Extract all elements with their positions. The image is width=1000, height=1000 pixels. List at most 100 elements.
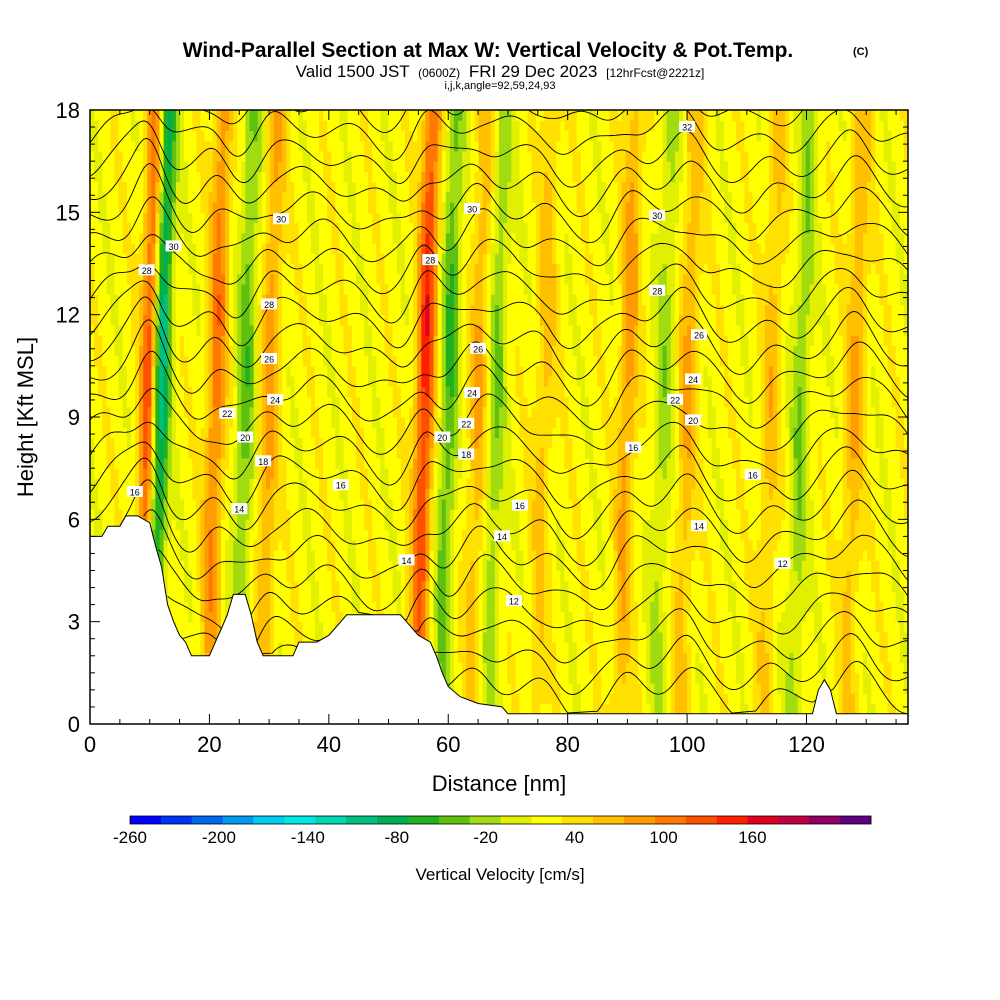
velocity-cell [184, 427, 189, 438]
velocity-cell [388, 140, 394, 152]
velocity-cell [90, 376, 95, 387]
velocity-cell [135, 386, 140, 398]
velocity-cell [114, 140, 120, 152]
velocity-cell [413, 376, 418, 387]
velocity-cell [110, 488, 116, 500]
velocity-cell [306, 171, 312, 183]
velocity-cell [351, 335, 357, 346]
velocity-cell [404, 478, 410, 490]
velocity-cell [184, 560, 189, 572]
velocity-cell [241, 468, 246, 479]
velocity-cell [372, 324, 377, 336]
velocity-cell [409, 130, 414, 142]
velocity-cell [110, 335, 116, 346]
velocity-cell [314, 509, 320, 520]
velocity-cell [286, 171, 291, 183]
velocity-cell [212, 386, 218, 398]
velocity-cell [118, 427, 124, 438]
velocity-cell [302, 365, 308, 377]
velocity-cell [225, 396, 230, 408]
velocity-cell [327, 529, 332, 541]
velocity-cell [359, 570, 365, 582]
velocity-cell [265, 150, 271, 162]
velocity-cell [380, 560, 386, 572]
velocity-cell [122, 140, 128, 152]
velocity-cell [159, 232, 165, 244]
velocity-cell [151, 253, 157, 265]
velocity-cell [351, 498, 357, 510]
velocity-cell [265, 212, 271, 224]
velocity-cell [351, 478, 357, 490]
velocity-cell [122, 478, 128, 490]
velocity-cell [233, 304, 238, 316]
velocity-cell [167, 324, 173, 336]
velocity-cell [388, 601, 394, 612]
velocity-cell [376, 294, 381, 305]
velocity-cell [159, 130, 165, 142]
velocity-cell [421, 621, 426, 633]
velocity-cell [404, 130, 410, 142]
velocity-cell [400, 457, 406, 469]
velocity-cell [339, 232, 345, 244]
velocity-cell [208, 314, 214, 326]
velocity-cell [216, 335, 222, 346]
velocity-cell [126, 294, 132, 305]
velocity-cell [278, 529, 283, 541]
velocity-cell [188, 468, 193, 479]
velocity-cell [98, 386, 103, 398]
velocity-cell [302, 120, 308, 131]
velocity-cell [253, 621, 259, 633]
velocity-cell [355, 140, 361, 152]
velocity-cell [404, 232, 410, 244]
velocity-cell [319, 140, 324, 152]
velocity-cell [139, 202, 144, 213]
velocity-cell [130, 355, 136, 367]
velocity-cell [359, 365, 365, 377]
velocity-cell [294, 396, 300, 408]
velocity-cell [294, 202, 300, 213]
velocity-cell [323, 181, 328, 193]
velocity-cell [245, 447, 251, 459]
velocity-cell [216, 171, 222, 183]
velocity-cell [241, 488, 246, 500]
velocity-cell [278, 140, 283, 152]
velocity-cell [331, 365, 336, 377]
velocity-cell [392, 509, 398, 520]
velocity-cell [220, 324, 226, 336]
velocity-cell [421, 427, 426, 438]
velocity-cell [392, 284, 398, 295]
velocity-cell [155, 427, 161, 438]
velocity-cell [180, 284, 185, 295]
velocity-cell [396, 345, 402, 357]
velocity-cell [323, 601, 328, 612]
chart-subtitle: Valid 1500 JST (0600Z) FRI 29 Dec 2023 [… [296, 62, 705, 81]
velocity-cell [323, 273, 328, 285]
velocity-cell [376, 601, 381, 612]
velocity-cell [314, 212, 320, 224]
velocity-cell [396, 110, 402, 121]
velocity-cell [347, 150, 353, 162]
velocity-cell [257, 222, 263, 234]
velocity-cell [98, 324, 103, 336]
velocity-cell [163, 498, 169, 510]
velocity-cell [135, 191, 140, 203]
velocity-cell [290, 498, 296, 510]
velocity-cell [216, 611, 222, 623]
velocity-cell [225, 519, 230, 531]
velocity-cell [216, 427, 222, 438]
velocity-cell [257, 355, 263, 367]
velocity-cell [282, 560, 287, 572]
velocity-cell [384, 202, 390, 213]
velocity-cell [270, 631, 275, 643]
velocity-cell [286, 253, 291, 265]
velocity-cell [143, 284, 148, 295]
velocity-cell [216, 294, 222, 305]
velocity-cell [106, 120, 112, 131]
velocity-cell [404, 181, 410, 193]
velocity-cell [265, 529, 271, 541]
velocity-cell [392, 120, 398, 131]
velocity-cell [282, 232, 287, 244]
velocity-cell [163, 130, 169, 142]
velocity-cell [368, 140, 373, 152]
velocity-cell [122, 243, 128, 254]
